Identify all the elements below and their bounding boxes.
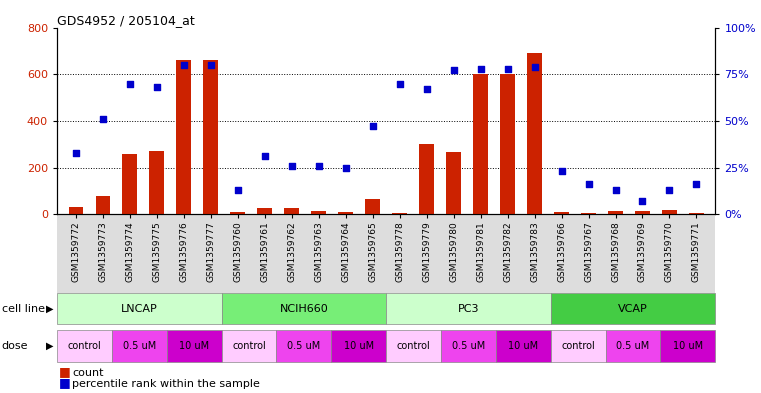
Point [393,80,406,86]
Text: VCAP: VCAP [618,303,648,314]
Text: 0.5 uM: 0.5 uM [123,341,156,351]
Bar [554,212,569,214]
Bar [527,53,542,214]
Bar [500,74,515,214]
Text: cell line: cell line [2,303,45,314]
Text: ▶: ▶ [46,341,53,351]
Text: control: control [68,341,101,351]
Bar [473,74,488,214]
Bar [689,213,704,214]
Bar [419,144,434,214]
Text: control: control [562,341,595,351]
Point [151,84,163,90]
Bar [177,60,191,214]
Bar [581,213,596,214]
Point [124,80,136,86]
Bar [392,213,407,214]
Text: 0.5 uM: 0.5 uM [452,341,485,351]
Point [475,65,487,72]
Text: 10 uM: 10 uM [179,341,209,351]
Bar [257,208,272,214]
Bar [68,207,84,214]
Point [178,62,190,68]
Point [70,149,82,156]
Point [690,181,702,187]
Text: LNCAP: LNCAP [121,303,158,314]
Text: ■: ■ [59,376,71,389]
Point [285,162,298,169]
Point [528,64,540,70]
Bar [123,154,137,214]
Text: NCIH660: NCIH660 [279,303,328,314]
Point [582,181,594,187]
Text: dose: dose [2,341,28,351]
Point [610,187,622,193]
Point [367,123,379,130]
Point [313,162,325,169]
Text: count: count [72,368,103,378]
Text: control: control [232,341,266,351]
Point [556,168,568,174]
Bar [339,212,353,214]
Point [232,187,244,193]
Point [664,187,676,193]
Text: 0.5 uM: 0.5 uM [288,341,320,351]
Bar [635,211,650,214]
Point [339,164,352,171]
Point [421,86,433,92]
Bar [608,211,623,214]
Point [636,198,648,204]
Bar [231,212,245,214]
Text: percentile rank within the sample: percentile rank within the sample [72,379,260,389]
Point [97,116,109,122]
Bar [285,208,299,214]
Bar [662,209,677,214]
Point [501,65,514,72]
Point [205,62,217,68]
Text: 10 uM: 10 uM [508,341,539,351]
Bar [446,152,461,214]
Text: ■: ■ [59,365,71,378]
Text: ▶: ▶ [46,303,53,314]
Text: 0.5 uM: 0.5 uM [616,341,650,351]
Bar [96,195,110,214]
Point [259,153,271,160]
Text: GDS4952 / 205104_at: GDS4952 / 205104_at [57,14,195,27]
Point [447,67,460,73]
Bar [311,211,326,214]
Text: 10 uM: 10 uM [673,341,703,351]
Text: control: control [396,341,431,351]
Bar [203,60,218,214]
Text: 10 uM: 10 uM [344,341,374,351]
Text: PC3: PC3 [457,303,479,314]
Bar [149,151,164,214]
Bar [365,199,380,214]
